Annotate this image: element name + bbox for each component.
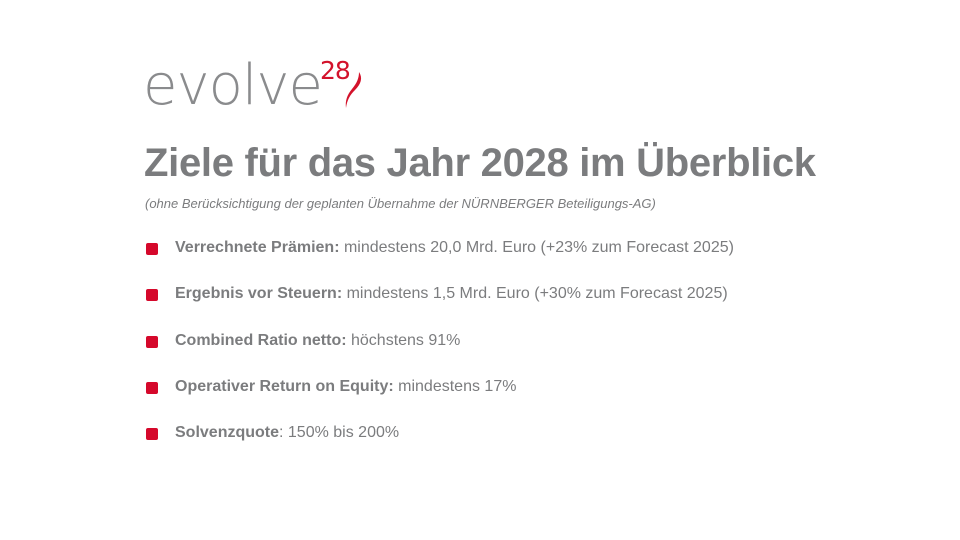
square-bullet-icon — [146, 428, 158, 441]
item-value: : 150% bis 200% — [279, 424, 400, 442]
list-item: Combined Ratio netto: höchstens 91% — [146, 329, 734, 375]
logo-swoosh-icon — [345, 72, 362, 108]
square-bullet-icon — [146, 243, 158, 255]
square-bullet-icon — [146, 289, 158, 302]
item-label: Ergebnis vor Steuern: — [175, 285, 343, 303]
evolve28-logo: evolve 28 — [143, 56, 383, 116]
item-value: höchstens 91% — [346, 331, 461, 349]
list-item: Verrechnete Prämien: mindestens 20,0 Mrd… — [146, 236, 734, 282]
item-label: Verrechnete Prämien: — [175, 239, 340, 256]
list-item: Solvenzquote: 150% bis 200% — [146, 421, 734, 467]
item-label: Solvenzquote — [175, 424, 280, 442]
logo-superscript: 28 — [320, 56, 351, 85]
item-label: Combined Ratio netto: — [175, 331, 347, 349]
logo-wordmark: evolve — [143, 53, 323, 118]
item-value: mindestens 17% — [393, 377, 517, 395]
list-item: Ergebnis vor Steuern: mindestens 1,5 Mrd… — [146, 282, 734, 328]
item-label: Operativer Return on Equity: — [175, 377, 394, 395]
page-subtitle: (ohne Berücksichtigung der geplanten Übe… — [145, 196, 656, 211]
item-value: mindestens 1,5 Mrd. Euro (+30% zum Forec… — [342, 285, 728, 303]
item-value: mindestens 20,0 Mrd. Euro (+23% zum Fore… — [339, 239, 734, 256]
square-bullet-icon — [146, 335, 158, 348]
square-bullet-icon — [146, 381, 158, 394]
list-item: Operativer Return on Equity: mindestens … — [146, 375, 734, 421]
goals-list: Verrechnete Prämien: mindestens 20,0 Mrd… — [146, 236, 734, 467]
page-title: Ziele für das Jahr 2028 im Überblick — [144, 141, 816, 185]
